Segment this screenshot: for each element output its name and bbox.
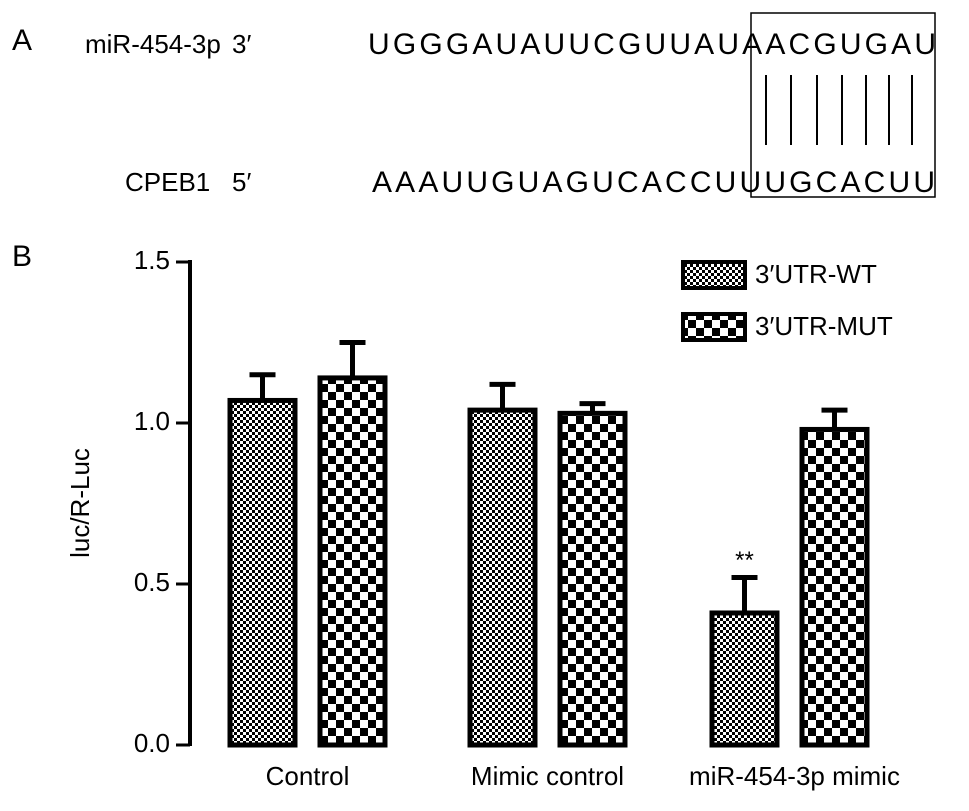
seed-box — [750, 12, 936, 198]
mirna-end: 3′ — [232, 29, 251, 59]
bar — [709, 610, 780, 748]
legend-swatch — [681, 312, 747, 342]
legend-label: 3′UTR-MUT — [755, 311, 893, 341]
y-tick-label: 0.0 — [134, 728, 170, 758]
x-tick-label: Control — [266, 761, 350, 791]
y-tick-label: 0.5 — [134, 567, 170, 597]
x-tick-label: miR-454-3p mimic — [689, 761, 900, 791]
panel-label: B — [12, 240, 32, 273]
base-pairs — [765, 75, 913, 145]
y-axis-label: luc/R-Luc — [65, 448, 95, 558]
annotation: ** — [735, 547, 754, 574]
legend-label: 3′UTR-WT — [755, 259, 877, 289]
target-sequence: AAAUUGUAGUCACCUUUGCACUU — [372, 166, 935, 199]
bar — [799, 426, 870, 748]
target-end: 5′ — [232, 167, 251, 197]
y-tick-label: 1.0 — [134, 406, 170, 436]
mirna-name: miR-454-3p — [85, 29, 221, 59]
target-name: CPEB1 — [125, 167, 210, 197]
mirna-sequence: UGGGAUAUUCGUUAUAACGUGAU — [368, 28, 936, 61]
bar — [227, 397, 298, 748]
y-tick-label: 1.5 — [134, 245, 170, 275]
bar — [557, 410, 628, 748]
legend-swatch — [681, 260, 747, 290]
bar — [317, 375, 388, 748]
bar — [467, 407, 538, 748]
x-tick-label: Mimic control — [471, 761, 624, 791]
panel-label: A — [12, 24, 32, 57]
